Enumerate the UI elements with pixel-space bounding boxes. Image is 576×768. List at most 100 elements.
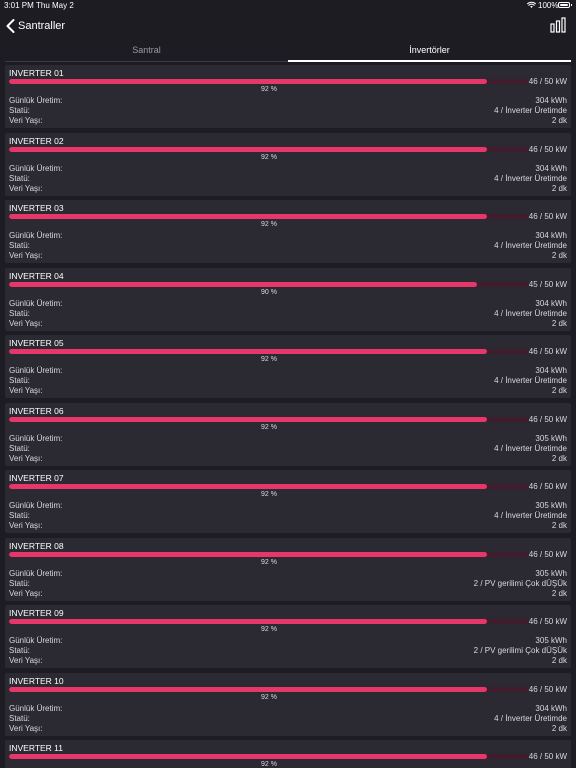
- inverter-name: INVERTER 04: [9, 271, 64, 281]
- power-percent: 92 %: [261, 626, 277, 633]
- data-age-value: 2 dk: [551, 454, 567, 463]
- power-progress-fill: [9, 214, 488, 219]
- status-value: 4 / İnverter Üretimde: [494, 174, 567, 183]
- data-age-value: 2 dk: [551, 184, 567, 193]
- tab-invertorler[interactable]: İnvertörler: [409, 45, 450, 55]
- power-progress-fill: [9, 754, 488, 759]
- data-age-row: Veri Yaşı: 2 dk: [9, 724, 567, 734]
- status-row: Statü: 4 / İnverter Üretimde: [9, 174, 567, 184]
- data-age-row: Veri Yaşı: 2 dk: [9, 251, 567, 261]
- daily-production-label: Günlük Üretim:: [9, 231, 63, 240]
- data-age-value: 2 dk: [551, 251, 567, 260]
- inverter-card[interactable]: INVERTER 06 46 / 50 kW 92 % Günlük Üretim: 3…: [5, 403, 571, 466]
- power-value: 46 / 50 kW: [528, 77, 567, 86]
- status-value: 2 / PV gerilimi Çok dÜŞÜk: [473, 579, 567, 588]
- back-button-label: Santraller: [18, 20, 66, 32]
- data-age-row: Veri Yaşı: 2 dk: [9, 454, 567, 464]
- power-progress-track: [9, 79, 529, 84]
- status-row: Statü: 4 / İnverter Üretimde: [9, 106, 567, 116]
- inverter-card[interactable]: INVERTER 01 46 / 50 kW 92 % Günlük Üretim: 3…: [5, 65, 571, 128]
- power-percent: 92 %: [261, 424, 277, 431]
- daily-production-row: Günlük Üretim: 304 kWh: [9, 704, 567, 714]
- power-percent: 90 %: [261, 289, 277, 296]
- daily-production-value: 304 kWh: [535, 231, 567, 240]
- battery-icon: [558, 2, 572, 8]
- data-age-row: Veri Yaşı: 2 dk: [9, 521, 567, 531]
- power-value: 46 / 50 kW: [528, 550, 567, 559]
- daily-production-value: 305 kWh: [535, 501, 567, 510]
- status-row: Statü: 2 / PV gerilimi Çok dÜŞÜk: [9, 646, 567, 656]
- daily-production-label: Günlük Üretim:: [9, 164, 63, 173]
- inverter-name: INVERTER 08: [9, 541, 64, 551]
- daily-production-label: Günlük Üretim:: [9, 704, 63, 713]
- status-row: Statü: 4 / İnverter Üretimde: [9, 376, 567, 386]
- power-percent: 92 %: [261, 491, 277, 498]
- power-value: 46 / 50 kW: [528, 415, 567, 424]
- data-age-value: 2 dk: [551, 656, 567, 665]
- inverter-name: INVERTER 11: [9, 743, 64, 753]
- power-value: 45 / 50 kW: [528, 280, 567, 289]
- power-percent: 92 %: [261, 154, 277, 161]
- inverter-card[interactable]: INVERTER 02 46 / 50 kW 92 % Günlük Üretim: 3…: [5, 133, 571, 196]
- power-value: 46 / 50 kW: [528, 752, 567, 761]
- daily-production-value: 305 kWh: [535, 434, 567, 443]
- status-label: Statü:: [9, 309, 30, 318]
- inverter-card[interactable]: INVERTER 08 46 / 50 kW 92 % Günlük Üretim: 3…: [5, 538, 571, 601]
- data-age-label: Veri Yaşı:: [9, 319, 43, 328]
- daily-production-value: 305 kWh: [535, 636, 567, 645]
- daily-production-row: Günlük Üretim: 305 kWh: [9, 501, 567, 511]
- status-row: Statü: 4 / İnverter Üretimde: [9, 714, 567, 724]
- status-label: Statü:: [9, 106, 30, 115]
- daily-production-value: 304 kWh: [535, 164, 567, 173]
- tab-santral[interactable]: Santral: [132, 45, 161, 55]
- daily-production-row: Günlük Üretim: 305 kWh: [9, 434, 567, 444]
- inverter-card[interactable]: INVERTER 07 46 / 50 kW 92 % Günlük Üretim: 3…: [5, 470, 571, 533]
- data-age-label: Veri Yaşı:: [9, 184, 43, 193]
- chevron-left-icon: [6, 19, 15, 33]
- daily-production-value: 305 kWh: [535, 569, 567, 578]
- power-progress-fill: [9, 687, 488, 692]
- status-value: 4 / İnverter Üretimde: [494, 444, 567, 453]
- daily-production-value: 304 kWh: [535, 299, 567, 308]
- bar-chart-icon[interactable]: [550, 17, 566, 33]
- inverter-card[interactable]: INVERTER 03 46 / 50 kW 92 % Günlük Üretim: 3…: [5, 200, 571, 263]
- battery-level: [560, 4, 568, 6]
- power-percent: 92 %: [261, 86, 277, 93]
- status-label: Statü:: [9, 174, 30, 183]
- inverter-name: INVERTER 03: [9, 203, 64, 213]
- back-button[interactable]: Santraller: [6, 18, 65, 34]
- inverter-card[interactable]: INVERTER 04 45 / 50 kW 90 % Günlük Üretim: 3…: [5, 268, 571, 331]
- power-percent: 92 %: [261, 356, 277, 363]
- power-progress-fill: [9, 417, 488, 422]
- power-progress-track: [9, 619, 529, 624]
- daily-production-row: Günlük Üretim: 305 kWh: [9, 636, 567, 646]
- data-age-label: Veri Yaşı:: [9, 724, 43, 733]
- data-age-label: Veri Yaşı:: [9, 521, 43, 530]
- status-row: Statü: 4 / İnverter Üretimde: [9, 309, 567, 319]
- status-row: Statü: 2 / PV gerilimi Çok dÜŞÜk: [9, 579, 567, 589]
- daily-production-label: Günlük Üretim:: [9, 501, 63, 510]
- power-percent: 92 %: [261, 694, 277, 701]
- inverter-card[interactable]: INVERTER 05 46 / 50 kW 92 % Günlük Üretim: 3…: [5, 335, 571, 398]
- power-progress-fill: [9, 484, 488, 489]
- inverter-name: INVERTER 10: [9, 676, 64, 686]
- inverter-card[interactable]: INVERTER 10 46 / 50 kW 92 % Günlük Üretim: 3…: [5, 673, 571, 736]
- inverter-name: INVERTER 02: [9, 136, 64, 146]
- data-age-row: Veri Yaşı: 2 dk: [9, 589, 567, 599]
- status-label: Statü:: [9, 444, 30, 453]
- data-age-label: Veri Yaşı:: [9, 116, 43, 125]
- daily-production-row: Günlük Üretim: 304 kWh: [9, 96, 567, 106]
- inverter-card[interactable]: INVERTER 09 46 / 50 kW 92 % Günlük Üretim: 3…: [5, 605, 571, 668]
- status-value: 4 / İnverter Üretimde: [494, 714, 567, 723]
- data-age-value: 2 dk: [551, 589, 567, 598]
- power-progress-track: [9, 754, 529, 759]
- status-label: Statü:: [9, 511, 30, 520]
- power-value: 46 / 50 kW: [528, 212, 567, 221]
- daily-production-label: Günlük Üretim:: [9, 299, 63, 308]
- status-row: Statü: 4 / İnverter Üretimde: [9, 444, 567, 454]
- data-age-value: 2 dk: [551, 319, 567, 328]
- power-progress-fill: [9, 619, 488, 624]
- data-age-value: 2 dk: [551, 116, 567, 125]
- power-progress-track: [9, 282, 529, 287]
